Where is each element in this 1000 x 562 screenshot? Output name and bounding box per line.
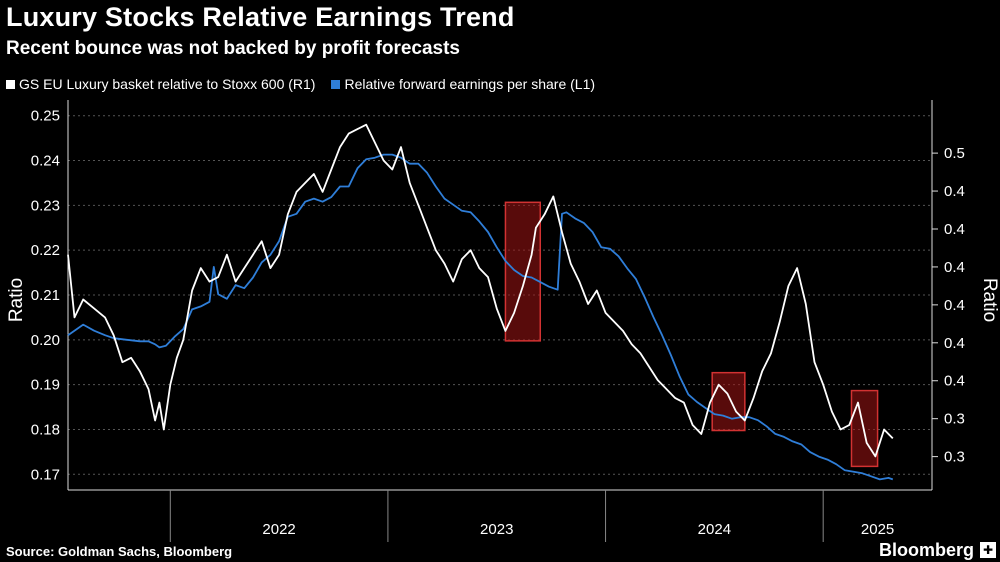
series-lines [67,123,894,481]
legend-item-forward-eps: Relative forward earnings per share (L1) [331,76,595,92]
right-tick-label: 0.3 [944,411,965,428]
right-tick-label: 0.4 [944,221,965,238]
right-tick-label: 0.4 [944,297,965,314]
highlight-boxes [504,201,879,468]
right-tick-label: 0.4 [944,373,965,390]
right-tick-label: 0.4 [944,259,965,276]
highlight-box [711,371,746,432]
left-tick-label: 0.18 [31,421,60,438]
brand-logo-text: Bloomberg [878,540,974,560]
right-tick-label: 0.4 [944,335,965,352]
source-note: Source: Goldman Sachs, Bloomberg [6,544,233,559]
series-line-forward-eps [67,153,894,481]
chart-subtitle: Recent bounce was not backed by profit f… [6,38,460,59]
legend-swatch-white [6,79,15,89]
legend-label: Relative forward earnings per share (L1) [344,76,596,92]
chart-title: Luxury Stocks Relative Earnings Trend [6,2,515,32]
left-tick-label: 0.19 [31,377,60,394]
right-axis-label: Ratio [979,278,1000,322]
gridlines [68,115,932,475]
tick-labels: 0.25 0.24 0.23 0.22 0.21 0.20 0.19 0.18 0.17 0.5 0… [31,108,965,538]
series-line-luxury-basket [67,123,894,458]
axes [67,100,938,542]
left-axis-label: Ratio [6,278,27,322]
legend-item-luxury-basket: GS EU Luxury basket relative to Stoxx 60… [6,76,315,92]
highlight-box [850,389,879,468]
legend-swatch-blue [331,79,341,89]
left-tick-label: 0.17 [31,466,60,483]
left-tick-label: 0.22 [31,242,60,259]
left-tick-label: 0.25 [31,108,60,125]
x-tick-label: 2025 [861,521,894,538]
left-tick-label: 0.24 [31,153,60,170]
bloomberg-icon: ✚ [980,542,996,558]
right-tick-label: 0.3 [944,449,965,466]
right-tick-label: 0.4 [944,183,965,200]
left-tick-label: 0.21 [31,287,60,304]
left-tick-label: 0.20 [31,332,60,349]
x-tick-label: 2022 [262,521,295,538]
left-tick-label: 0.23 [31,197,60,214]
highlight-box [504,201,542,342]
right-tick-label: 0.5 [944,145,965,162]
x-tick-label: 2024 [698,521,731,538]
legend-label: GS EU Luxury basket relative to Stoxx 60… [19,76,316,92]
legend: GS EU Luxury basket relative to Stoxx 60… [6,76,595,92]
x-tick-label: 2023 [480,521,513,538]
